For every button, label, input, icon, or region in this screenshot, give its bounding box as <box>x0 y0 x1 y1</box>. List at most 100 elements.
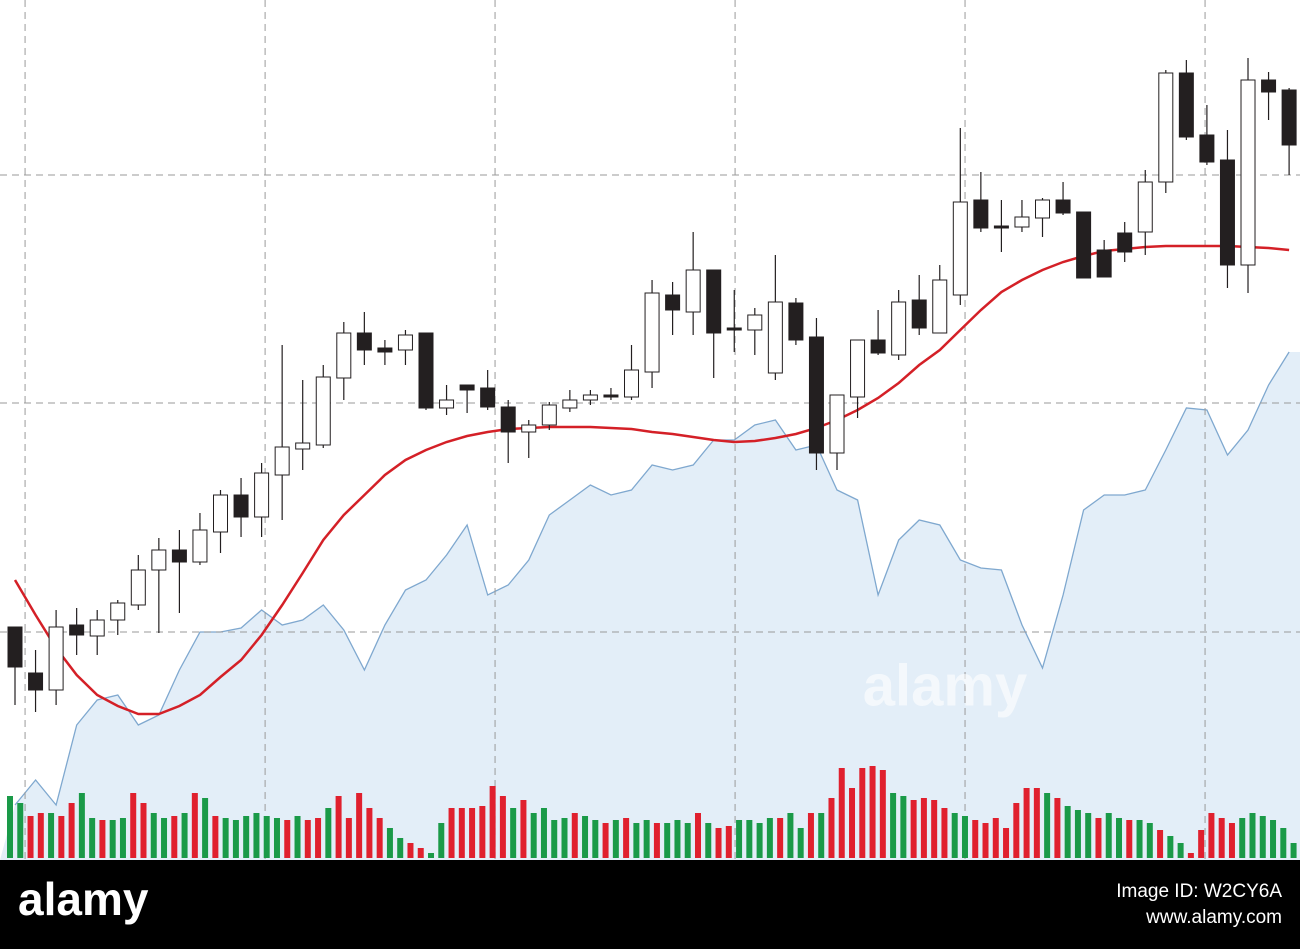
volume-bar <box>17 803 24 858</box>
volume-bar <box>725 826 732 858</box>
volume-bar <box>1208 813 1215 858</box>
volume-bar <box>951 813 958 858</box>
volume-bar <box>1085 813 1092 858</box>
volume-bar <box>910 800 917 858</box>
candle-body <box>1137 181 1153 233</box>
volume-bar <box>284 820 291 858</box>
volume-bar <box>212 816 219 858</box>
volume-bar <box>1239 818 1246 858</box>
volume-bar <box>325 808 332 858</box>
candle-body <box>1076 211 1092 279</box>
volume-bar <box>1290 843 1297 858</box>
volume-bar <box>27 816 34 858</box>
candle-body <box>932 279 948 334</box>
candle-body <box>993 225 1009 229</box>
volume-bar <box>1126 820 1133 858</box>
candle-body <box>213 494 229 533</box>
volume-bar <box>304 820 311 858</box>
area-line <box>14 351 1290 807</box>
candle-body <box>1158 72 1174 183</box>
volume-bar <box>1064 806 1071 858</box>
volume-bar <box>140 803 147 858</box>
candle-body <box>233 494 249 518</box>
volume-bar <box>1259 816 1266 858</box>
candle-body <box>439 399 455 409</box>
volume-bar <box>1023 788 1030 858</box>
candle-body <box>582 394 598 401</box>
candle-body <box>644 292 660 373</box>
volume-bar <box>376 818 383 858</box>
volume-bar <box>972 820 979 858</box>
volume-bar <box>417 848 424 858</box>
volume-bar <box>489 786 496 858</box>
volume-bar <box>653 823 660 858</box>
candle-body <box>418 332 434 409</box>
candle-body <box>1117 232 1133 253</box>
volume-bar <box>1013 803 1020 858</box>
volume-bar <box>643 820 650 858</box>
candle-body <box>356 332 372 351</box>
volume-bar <box>869 766 876 858</box>
volume-bar <box>1280 828 1287 858</box>
volume-bar <box>48 813 55 858</box>
grid-layer <box>0 0 1300 860</box>
volume-bar <box>602 823 609 858</box>
volume-bar <box>1033 788 1040 858</box>
volume-bar <box>838 768 845 858</box>
footer-logo: alamy <box>18 873 149 925</box>
volume-layer <box>7 766 1297 858</box>
volume-bar <box>130 793 137 858</box>
candle-body <box>541 404 557 426</box>
volume-bar <box>674 820 681 858</box>
volume-bar <box>1054 798 1061 858</box>
volume-bar <box>58 816 65 858</box>
volume-bar <box>1167 836 1174 858</box>
volume-bar <box>807 813 814 858</box>
candle-body <box>685 269 701 313</box>
volume-bar <box>705 823 712 858</box>
volume-bar <box>664 823 671 858</box>
candle-body <box>1261 79 1277 93</box>
volume-bar <box>1249 813 1256 858</box>
volume-bar <box>1044 793 1051 858</box>
candle-body <box>767 301 783 374</box>
candle-body <box>500 406 516 433</box>
volume-bar <box>181 813 188 858</box>
area-layer <box>0 351 1300 860</box>
volume-bar <box>828 798 835 858</box>
volume-bar <box>109 820 116 858</box>
candle-body <box>973 199 989 229</box>
candle-body <box>110 602 126 621</box>
volume-bar <box>931 800 938 858</box>
candle-body <box>459 384 475 391</box>
volume-bar <box>746 820 753 858</box>
candle-body <box>171 549 187 563</box>
volume-bar <box>1116 818 1123 858</box>
volume-bar <box>119 818 126 858</box>
volume-bar <box>992 818 999 858</box>
volume-bar <box>1187 853 1194 858</box>
volume-bar <box>37 813 44 858</box>
volume-bar <box>756 823 763 858</box>
volume-bar <box>1105 813 1112 858</box>
volume-bar <box>161 818 168 858</box>
volume-bar <box>890 793 897 858</box>
volume-bar <box>1003 828 1010 858</box>
volume-bar <box>345 818 352 858</box>
volume-bar <box>294 816 301 858</box>
volume-bar <box>715 828 722 858</box>
volume-bar <box>633 823 640 858</box>
candle-body <box>1281 89 1297 146</box>
candle-body <box>1035 199 1051 219</box>
volume-bar <box>397 838 404 858</box>
volume-bar <box>273 818 280 858</box>
volume-bar <box>879 770 886 858</box>
volume-bar <box>571 813 578 858</box>
candle-body <box>952 201 968 296</box>
volume-bar <box>561 818 568 858</box>
candle-body <box>911 299 927 329</box>
volume-bar <box>263 816 270 858</box>
volume-bar <box>202 798 209 858</box>
